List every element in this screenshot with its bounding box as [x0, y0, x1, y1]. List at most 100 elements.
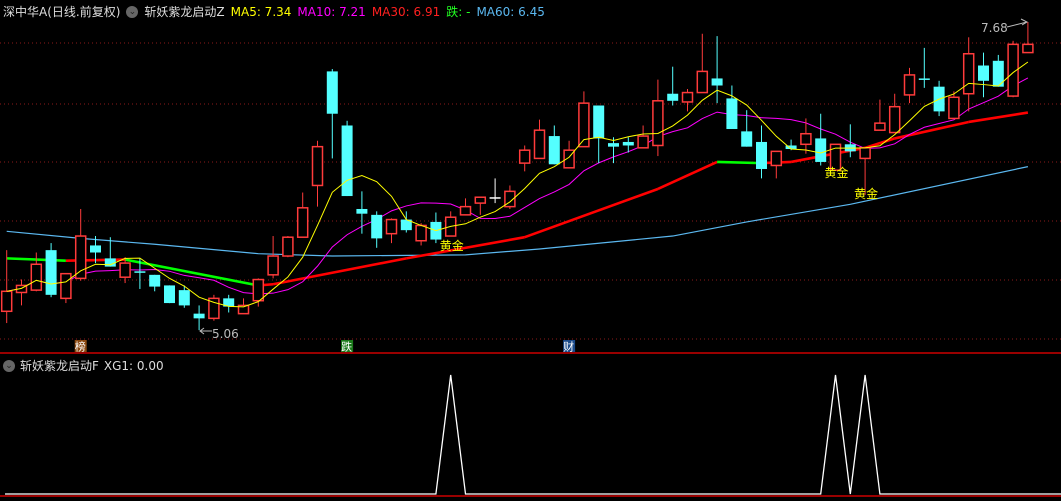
- ma30-segment: [717, 160, 762, 165]
- candle: [90, 236, 101, 264]
- candle: [385, 218, 398, 244]
- candle-body-up: [859, 147, 871, 160]
- candle-body-down: [134, 271, 146, 273]
- tag-badge: [341, 340, 354, 352]
- candle-body-up: [948, 96, 960, 120]
- ma60-value: MA60: 6.45: [476, 4, 545, 19]
- candle: [356, 191, 368, 234]
- candle: [400, 211, 412, 233]
- candle-body-down: [593, 105, 605, 139]
- candle: [918, 47, 930, 88]
- candle: [311, 140, 324, 207]
- candle-body-down: [104, 258, 116, 267]
- candle-body-up: [119, 262, 131, 278]
- candle: [267, 236, 279, 279]
- ma5-line: [6, 61, 1029, 308]
- die-value: 跌: -: [446, 5, 471, 19]
- grid-lines: [0, 42, 1061, 340]
- candle-body-down: [667, 93, 679, 101]
- candle-body-up: [681, 91, 694, 103]
- indicator-name[interactable]: 斩妖紫龙启动Z: [144, 5, 225, 19]
- candle-body-up: [874, 122, 886, 131]
- tag-badge: [563, 340, 576, 352]
- candle: [60, 272, 72, 304]
- candle-body-down: [785, 145, 797, 150]
- candle: [193, 305, 205, 331]
- candle: [282, 236, 294, 258]
- candle-body-up: [459, 205, 472, 216]
- candle: [74, 208, 87, 281]
- candle: [741, 110, 753, 147]
- ma5-value: MA5: 7.34: [230, 4, 292, 19]
- candle: [208, 294, 220, 321]
- candle-body-up: [637, 135, 649, 149]
- candle-body-up: [252, 278, 265, 302]
- candle: [962, 37, 975, 112]
- chevron-down-icon[interactable]: ⌄: [126, 5, 139, 18]
- candle-body-up: [296, 207, 309, 238]
- candle-body-down: [400, 219, 412, 231]
- candle-body-up: [563, 149, 575, 169]
- candle-body-up: [282, 236, 294, 257]
- candle-body-up: [652, 100, 664, 147]
- candle-body-up: [0, 290, 13, 313]
- candle-body-up: [533, 129, 546, 160]
- ma10-line: [6, 77, 1029, 295]
- ma30-line: [6, 111, 1029, 287]
- candle: [0, 250, 13, 324]
- candle-body-down: [726, 98, 738, 130]
- ma30-value: MA30: 6.91: [371, 4, 441, 19]
- candle: [978, 52, 989, 98]
- candle-body-down: [741, 131, 753, 147]
- candle-body-down: [992, 60, 1004, 87]
- candle: [681, 89, 694, 112]
- candle: [652, 79, 664, 157]
- candle-body-up: [237, 304, 250, 315]
- xg1-line: [5, 374, 1061, 495]
- candle-body-down: [711, 78, 723, 86]
- candle: [548, 125, 560, 165]
- ma10-path: [6, 77, 1029, 295]
- candle-body-down: [622, 141, 634, 146]
- candle-body-up: [903, 74, 916, 96]
- candle: [119, 257, 131, 284]
- annotations: 7.685.06黄金黄金黄金榜跌财: [74, 18, 1029, 354]
- candle: [178, 285, 190, 308]
- candle-body-up: [696, 70, 709, 94]
- candle-body-down: [178, 290, 190, 306]
- candle: [30, 252, 43, 292]
- ma30-segment: [657, 160, 718, 191]
- sub-header: ⌄ 斩妖紫龙启动F XG1: 0.00: [3, 357, 169, 374]
- candle: [992, 54, 1004, 87]
- chevron-down-icon[interactable]: ⌄: [3, 359, 15, 372]
- candles: [0, 22, 1034, 331]
- candle-body-up: [770, 150, 783, 167]
- golden-cross-label: 黄金: [440, 238, 464, 253]
- candle: [1022, 22, 1034, 54]
- candle-body-up: [1022, 43, 1034, 54]
- candle: [459, 198, 472, 216]
- candle-body-up: [829, 143, 842, 171]
- ma30-segment: [124, 258, 259, 287]
- candle-body-up: [415, 224, 427, 242]
- candle: [444, 211, 457, 237]
- candle: [726, 85, 738, 130]
- sub-indicator-name[interactable]: 斩妖紫龙启动F: [20, 359, 99, 373]
- arrow-icon: [1006, 18, 1029, 28]
- golden-cross-label: 黄金: [825, 165, 849, 180]
- candle: [15, 279, 28, 306]
- candle-body-up: [311, 145, 324, 187]
- candle: [756, 125, 767, 179]
- candle: [104, 237, 116, 267]
- candle-body-down: [978, 65, 989, 81]
- candle-body-down: [356, 208, 368, 214]
- candle: [134, 258, 146, 289]
- candle: [149, 274, 161, 292]
- candle-body-up: [208, 297, 220, 320]
- golden-cross-label: 黄金: [854, 186, 878, 201]
- low-price-label: 5.06: [212, 327, 239, 341]
- candle-body-down: [223, 298, 235, 307]
- ma30-segment: [406, 235, 525, 260]
- ma30-segment: [524, 187, 659, 239]
